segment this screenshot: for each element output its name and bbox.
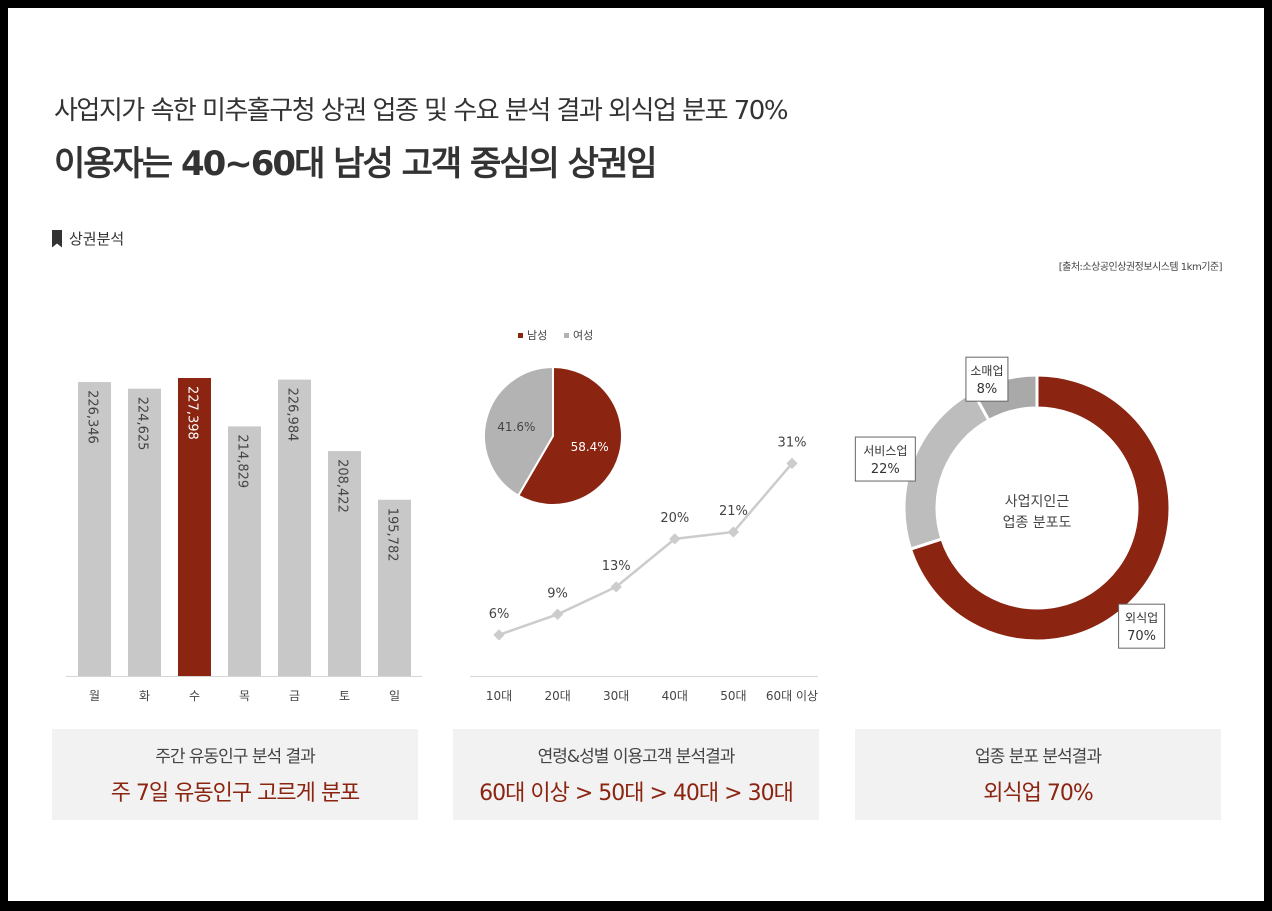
bar-value-label: 227,398 [185, 386, 200, 440]
line-point-0 [493, 629, 505, 641]
bar-category-label: 금 [289, 689, 300, 703]
donut-center-label: 업종 분포도 [1003, 515, 1072, 531]
bar-4 [278, 379, 311, 676]
summary-label: 주간 유동인구 분석 결과 [155, 747, 316, 767]
summary-box-traffic: 주간 유동인구 분석 결과 주 7일 유동인구 고르게 분포 [52, 729, 418, 820]
summary-label: 업종 분포 분석결과 [975, 747, 1102, 767]
bar-value-label: 208,422 [335, 459, 350, 513]
bar-value-label: 226,346 [85, 390, 100, 444]
age-line [498, 462, 793, 637]
donut-callout-name: 소매업 [970, 364, 1003, 378]
page: 사업지가 속한 미추홀구청 상권 업종 및 수요 분석 결과 외식업 분포 70… [8, 8, 1264, 901]
bar-category-label: 목 [239, 689, 250, 703]
bar-2 [178, 378, 211, 676]
bar-category-label: 수 [189, 689, 200, 703]
summary-value: 외식업 70% [983, 781, 1094, 806]
bar-value-label: 226,984 [285, 388, 300, 442]
section-title: 상권분석 [69, 230, 125, 248]
donut-center-label: 사업지인근 [1005, 494, 1070, 510]
line-category-label: 20대 [544, 689, 570, 703]
line-point-3 [669, 533, 681, 545]
line-point-1 [551, 608, 564, 620]
pie-slice-male [516, 365, 623, 506]
line-category-label: 50대 [720, 689, 746, 703]
line-value-label: 6% [489, 607, 510, 622]
bar-category-label: 토 [339, 689, 350, 703]
bookmark-icon [52, 229, 62, 248]
line-value-label: 31% [778, 435, 807, 450]
line-value-label: 21% [719, 504, 748, 519]
line-point-4 [727, 526, 740, 538]
donut-slice-1 [902, 389, 991, 551]
line-category-label: 40대 [662, 689, 688, 703]
source-note: [출처:소상공인상권정보시스템 1km기준] [1058, 262, 1223, 273]
line-value-label: 9% [547, 586, 568, 601]
summary-box-age-gender: 연령&성별 이용고객 분석결과 60대 이상 > 50대 > 40대 > 30대 [453, 729, 819, 820]
summary-label: 연령&성별 이용고객 분석결과 [537, 747, 736, 767]
summary-box-industry: 업종 분포 분석결과 외식업 70% [855, 729, 1221, 820]
bar-0 [78, 382, 111, 676]
bar-category-label: 일 [389, 689, 400, 703]
summary-value: 60대 이상 > 50대 > 40대 > 30대 [479, 781, 794, 806]
page-subtitle: 사업지가 속한 미추홀구청 상권 업종 및 수요 분석 결과 외식업 분포 70… [54, 96, 789, 126]
pie-slice-female [483, 365, 554, 497]
legend-label-male: 남성 [527, 329, 547, 342]
bar-value-label: 214,829 [235, 434, 250, 488]
donut-callout-value: 8% [977, 382, 998, 397]
donut-callout-value: 22% [871, 462, 900, 477]
donut-callout-box [1118, 603, 1166, 649]
donut-callout-box [854, 436, 916, 482]
bar-category-label: 화 [139, 689, 150, 703]
donut-callout-value: 70% [1127, 629, 1156, 644]
summary-value: 주 7일 유동인구 고르게 분포 [110, 781, 361, 806]
bar-6 [378, 499, 411, 676]
line-category-label: 10대 [486, 689, 512, 703]
bar-1 [128, 388, 161, 676]
donut-callout-name: 외식업 [1125, 611, 1158, 625]
bar-value-label: 224,625 [135, 397, 150, 451]
line-category-label: 60대 이상 [766, 689, 818, 703]
bar-3 [228, 426, 261, 676]
charts-canvas: 226,346 월 224,625 화 227,398 수 214,829 목 226,984 금… [66, 329, 1172, 703]
section-heading: 상권분석 [52, 228, 124, 249]
legend-label-female: 여성 [573, 329, 593, 342]
bar-category-label: 월 [89, 689, 100, 703]
line-value-label: 20% [660, 511, 689, 526]
line-category-label: 30대 [603, 689, 629, 703]
donut-slice-0 [908, 373, 1172, 643]
line-point-2 [610, 581, 622, 593]
legend-swatch-male [518, 333, 523, 338]
pie-slice-label: 41.6% [497, 420, 535, 434]
pie-slice-label: 58.4% [571, 440, 609, 454]
page-headline: 이용자는 40~60대 남성 고객 중심의 상권임 [54, 144, 658, 184]
legend-swatch-female [564, 333, 569, 338]
donut-callout-box [965, 356, 1009, 402]
bar-5 [328, 451, 361, 676]
line-value-label: 13% [602, 559, 631, 574]
donut-callout-name: 서비스업 [863, 444, 907, 458]
line-point-5 [786, 457, 798, 470]
bar-value-label: 195,782 [385, 508, 400, 562]
